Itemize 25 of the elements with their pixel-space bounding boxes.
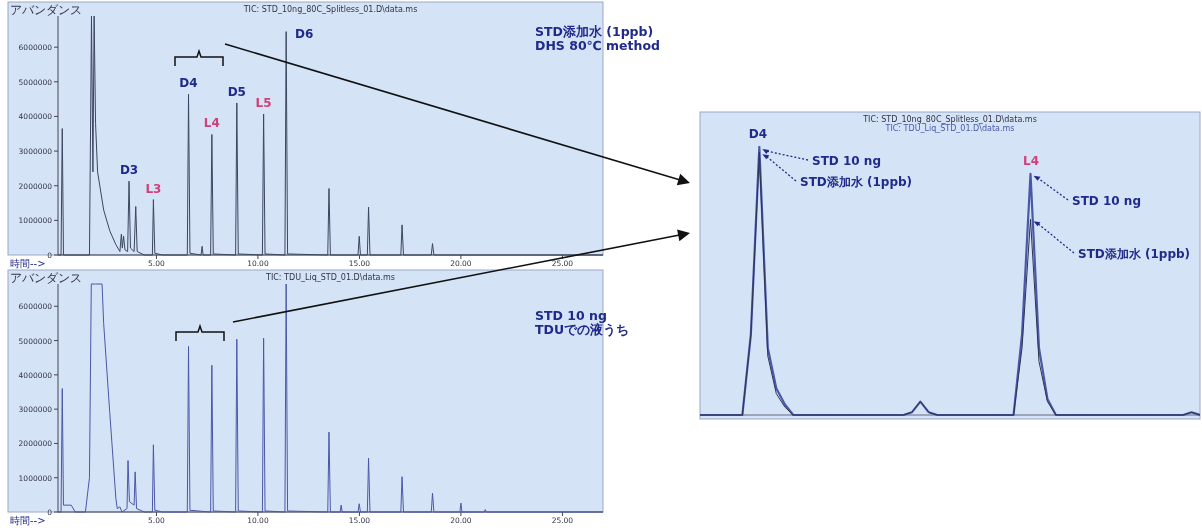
annotation: D5: [227, 84, 246, 99]
chart-title: TIC: STD_10ng_80C_Splitless_01.D\data.ms: [862, 115, 1037, 124]
annotation: STD 10 ng: [535, 308, 607, 323]
x-axis-title: 時間-->: [10, 258, 46, 269]
annotation: STD 10 ng: [1072, 194, 1141, 208]
annotation: L4: [203, 116, 220, 131]
annotation: D6: [294, 26, 314, 41]
y-axis-title: アバンダンス: [10, 271, 82, 285]
y-axis-title: アバンダンス: [10, 3, 82, 17]
text: D4: [748, 127, 768, 141]
annotation: STD添加水 (1ppb): [800, 175, 913, 189]
chart-subtitle: TIC: TDU_Liq_STD_01.D\data.ms: [884, 124, 1015, 133]
chart-title: TIC: TDU_Liq_STD_01.D\data.ms: [265, 273, 395, 282]
chart-title: TIC: STD_10ng_80C_Splitless_01.D\data.ms: [242, 5, 418, 14]
x-axis-title: 時間-->: [10, 515, 46, 526]
annotation: DHS 80℃ method: [535, 38, 660, 53]
annotation: D3: [119, 163, 139, 178]
annotation: STD添加水 (1ppb): [1078, 247, 1191, 261]
annotation: L5: [255, 96, 272, 111]
annotation: STD 10 ng: [812, 154, 881, 168]
annotation: TDUでの液うち: [535, 322, 630, 337]
annotation: STD添加水 (1ppb): [535, 24, 654, 39]
annotation: L3: [145, 181, 162, 196]
annotation: D4: [179, 76, 198, 91]
annotation: L4: [1023, 154, 1039, 168]
